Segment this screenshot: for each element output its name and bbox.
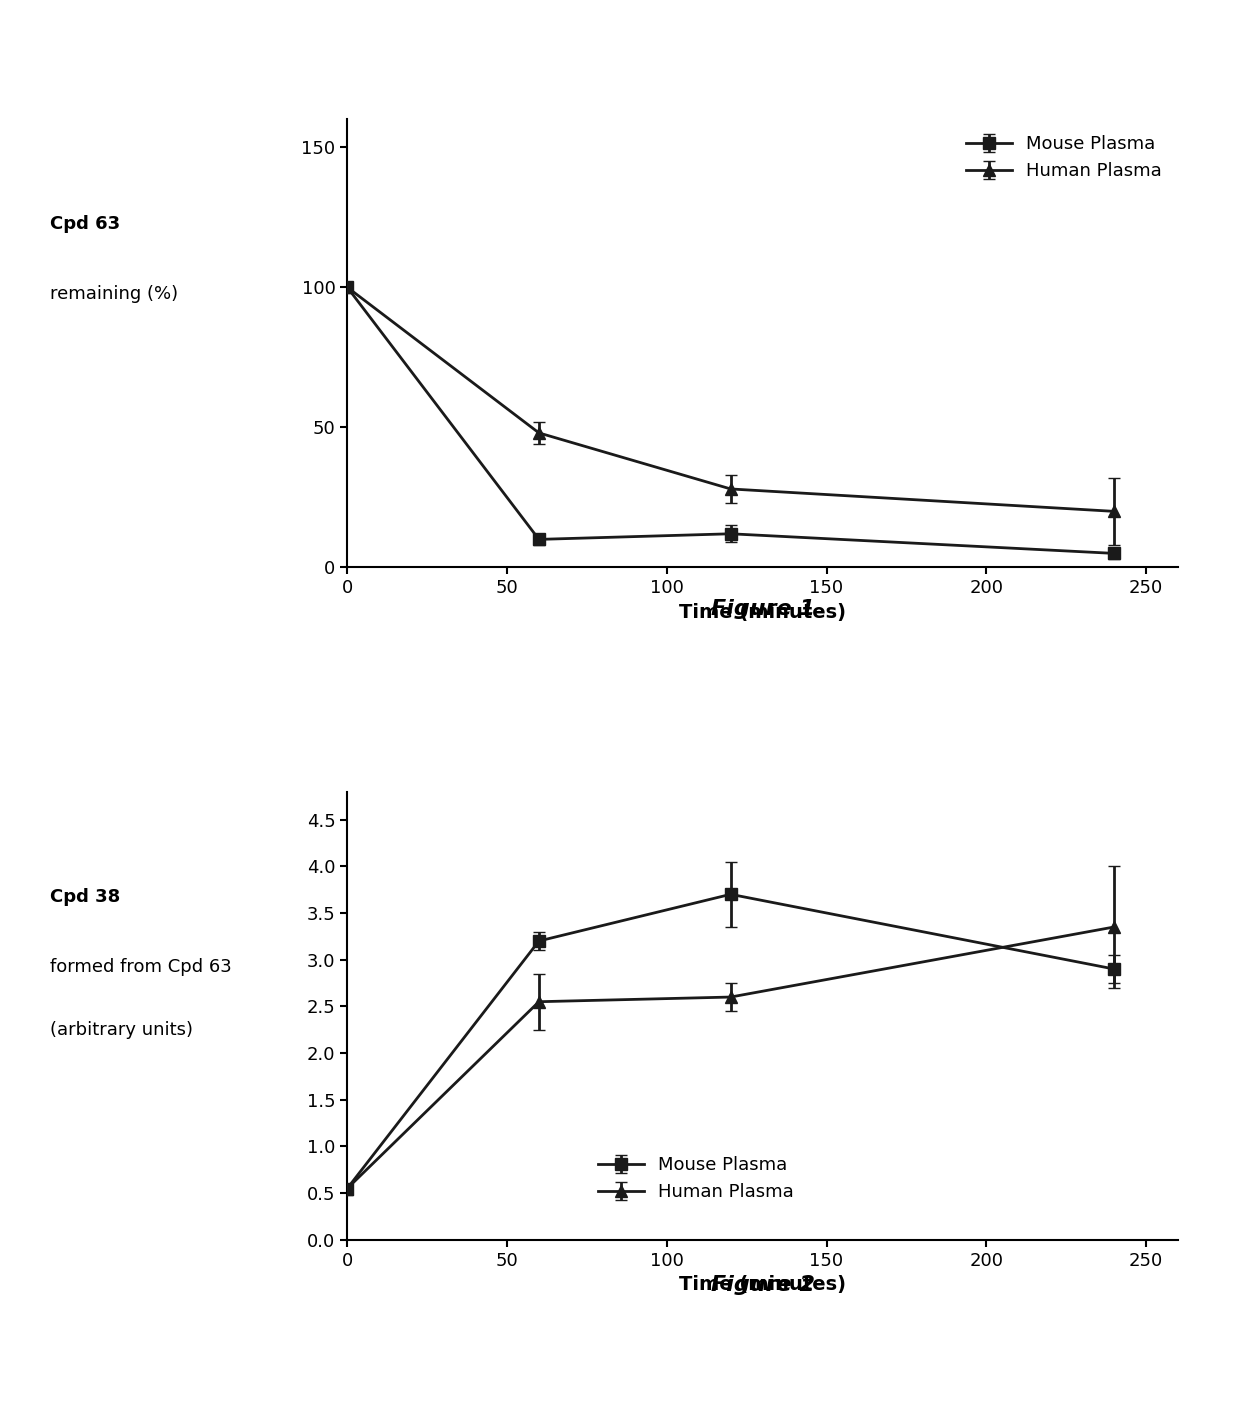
Text: Cpd 63: Cpd 63 — [50, 216, 120, 233]
Text: Figure 1: Figure 1 — [711, 600, 815, 619]
Legend: Mouse Plasma, Human Plasma: Mouse Plasma, Human Plasma — [960, 127, 1169, 188]
Text: Figure 2: Figure 2 — [711, 1275, 815, 1295]
X-axis label: Time (minutes): Time (minutes) — [680, 1275, 846, 1295]
Text: formed from Cpd 63: formed from Cpd 63 — [50, 958, 232, 975]
Text: Cpd 38: Cpd 38 — [50, 888, 120, 905]
X-axis label: Time (minutes): Time (minutes) — [680, 602, 846, 622]
Legend: Mouse Plasma, Human Plasma: Mouse Plasma, Human Plasma — [591, 1149, 801, 1209]
Text: remaining (%): remaining (%) — [50, 286, 177, 303]
Text: (arbitrary units): (arbitrary units) — [50, 1021, 192, 1038]
